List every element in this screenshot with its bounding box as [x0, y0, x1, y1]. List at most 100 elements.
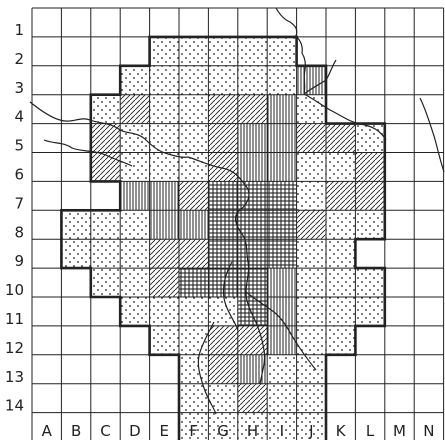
grid-cell-dotted [296, 239, 326, 269]
grid-cell-dotted [355, 268, 385, 297]
grid-cell-dotted [120, 239, 150, 269]
grid-cell-dotted [179, 354, 209, 384]
column-label: I [280, 422, 284, 440]
grid-cell-dotted [326, 325, 356, 355]
column-label: N [423, 422, 434, 440]
grid-cell-dotted [237, 412, 268, 440]
grid-cell-dotted [267, 354, 297, 384]
row-label: 7 [14, 194, 24, 212]
grid-cell-dotted [326, 239, 356, 269]
grid-cell-vertical [267, 123, 297, 153]
grid-cell-dotted [296, 94, 326, 124]
grid-cell-dotted [120, 297, 150, 326]
grid-cell-dotted [326, 297, 356, 326]
grid-cell-diagonal [237, 383, 268, 413]
row-label: 10 [5, 281, 24, 299]
grid-cell-dotted [296, 412, 326, 440]
grid-cell-dotted [179, 297, 209, 326]
grid-cell-dotted [326, 210, 356, 240]
river-line [275, 7, 306, 95]
column-label: J [308, 422, 313, 440]
row-label: 1 [14, 21, 24, 39]
grid-cell-vertical [267, 325, 297, 355]
grid-cell-dotted [120, 210, 150, 240]
grid-cell-dotted [208, 36, 238, 66]
row-label: 4 [14, 108, 24, 126]
grid-cell-crosshatch [237, 268, 268, 297]
rivers [29, 7, 445, 415]
grid-cell-vertical [296, 65, 326, 95]
grid-cell-crosshatch [208, 181, 238, 211]
grid-cell-dotted [237, 65, 268, 95]
row-label: 9 [14, 252, 24, 270]
grid-cell-dotted [179, 383, 209, 413]
row-label: 6 [14, 165, 24, 183]
grid-cell-dotted [355, 297, 385, 326]
grid-cell-dotted [120, 123, 150, 153]
grid-cell-vertical [149, 210, 179, 240]
row-label: 14 [5, 397, 24, 415]
river-line [303, 59, 337, 95]
grid-cell-dotted [179, 65, 209, 95]
grid-cell-diagonal [208, 354, 238, 384]
grid-cell-dotted [120, 65, 150, 95]
grid-cell-crosshatch [267, 181, 297, 211]
river-line [245, 291, 317, 371]
grid-cell-dotted [179, 412, 209, 440]
grid-cell-diagonal [355, 181, 385, 211]
row-label: 8 [14, 223, 24, 241]
grid-cell-dotted [90, 239, 121, 269]
grid-cell-crosshatch [208, 210, 238, 240]
row-label: 5 [14, 137, 24, 155]
grid-cell-dotted [120, 152, 150, 182]
grid-cell-dotted [61, 210, 91, 240]
grid-cell-diagonal [296, 210, 326, 240]
grid-cell-dotted [296, 181, 326, 211]
column-label: C [100, 422, 110, 440]
grid-cell-diagonal [296, 123, 326, 153]
grid-cell-vertical [267, 152, 297, 182]
grid-cell-dotted [179, 325, 209, 355]
grid-cell-diagonal [90, 152, 121, 182]
grid-cell-vertical [149, 181, 179, 211]
grid-cell-dotted [149, 297, 179, 326]
grid-cell-vertical [267, 94, 297, 124]
column-label: M [393, 422, 406, 440]
grid-cell-diagonal [120, 94, 150, 124]
row-label: 13 [5, 368, 24, 386]
grid-cell-dotted [179, 123, 209, 153]
column-label: B [71, 422, 81, 440]
grid-cell-vertical [237, 354, 268, 384]
grid-cell-crosshatch [179, 268, 209, 297]
river-line [197, 321, 217, 415]
grid-cell-dotted [267, 65, 297, 95]
river-line [303, 93, 387, 141]
column-label: A [42, 422, 53, 440]
grid-cell-dotted [149, 65, 179, 95]
grid-cell-crosshatch [237, 239, 268, 269]
grid-cell-crosshatch [237, 181, 268, 211]
row-label: 11 [5, 310, 24, 328]
column-label: H [247, 422, 258, 440]
column-label: F [189, 422, 198, 440]
grid-cell-diagonal [179, 239, 209, 269]
grid-cell-crosshatch [267, 210, 297, 240]
grid-cell-vertical [179, 210, 209, 240]
range-boundary-line [60, 35, 387, 440]
grid-cell-diagonal [208, 152, 238, 182]
column-label: L [366, 422, 375, 440]
grid-cell-diagonal [149, 268, 179, 297]
grid-cell-diagonal [237, 94, 268, 124]
grid-cell-diagonal [208, 123, 238, 153]
column-label: G [217, 422, 229, 440]
grid-cell-diagonal [326, 181, 356, 211]
grid-cell-dotted [149, 123, 179, 153]
grid-cell-diagonal [149, 239, 179, 269]
grid-cell-dotted [326, 152, 356, 182]
grid-cell-dotted [90, 210, 121, 240]
grid-cell-dotted [296, 152, 326, 182]
grid-cell-dotted [149, 152, 179, 182]
grid-cell-dotted [90, 268, 121, 297]
